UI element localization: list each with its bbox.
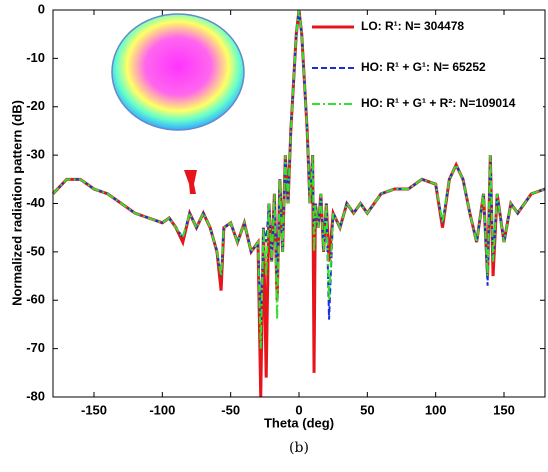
- y-tick-label: -80: [26, 388, 45, 403]
- y-tick-label: -10: [26, 50, 45, 65]
- feed-horn: [184, 170, 197, 194]
- x-tick-label: 150: [493, 402, 515, 417]
- x-tick-label: -50: [221, 402, 240, 417]
- y-tick-label: 0: [38, 1, 45, 16]
- x-tick-label: -100: [149, 402, 175, 417]
- y-axis-label: Normalized radiation pattern (dB): [9, 100, 24, 306]
- y-tick-label: -50: [26, 243, 45, 258]
- y-tick-label: -30: [26, 147, 45, 162]
- legend-bg: [310, 95, 543, 113]
- y-tick-label: -70: [26, 340, 45, 355]
- x-axis-label: Theta (deg): [264, 415, 334, 430]
- legend-bg: [310, 59, 543, 77]
- x-tick-label: 50: [360, 402, 374, 417]
- plot-frame: [52, 9, 546, 398]
- x-tick-label: -150: [81, 402, 107, 417]
- series-line: [52, 9, 546, 320]
- legend-label: HO: R¹ + G¹ + R²: N=109014: [361, 96, 516, 110]
- x-tick-label: 100: [425, 402, 447, 417]
- x-tick-label: 0: [295, 402, 302, 417]
- dish-inset: [111, 13, 245, 131]
- y-tick-label: -20: [26, 98, 45, 113]
- y-tick-label: -40: [26, 195, 45, 210]
- legend-label: LO: R¹: N= 304478: [361, 19, 464, 33]
- legend-label: HO: R¹ + G¹: N= 65252: [361, 60, 486, 74]
- caption: (b): [289, 440, 309, 456]
- y-tick-label: -60: [26, 292, 45, 307]
- legend-bg: [310, 18, 543, 36]
